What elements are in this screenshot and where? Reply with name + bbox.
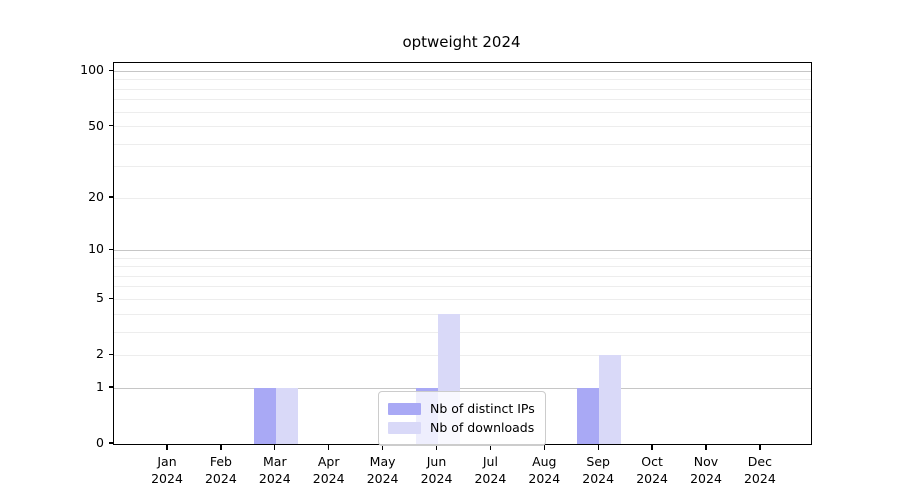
bar-nb-of-distinct-ips-sep-2024 (577, 388, 600, 444)
bar-nb-of-distinct-ips-mar-2024 (253, 388, 276, 444)
x-tick-mark-sep-2024 (597, 445, 599, 450)
x-tick-label-jan-2024: Jan 2024 (151, 454, 183, 486)
legend-label-downloads: Nb of downloads (430, 420, 535, 435)
gridline-50 (114, 126, 811, 128)
x-tick-mark-mar-2024 (274, 445, 276, 450)
gridline-1 (114, 387, 811, 389)
y-tick-mark-2 (108, 353, 113, 355)
gridline-4 (114, 313, 811, 315)
y-tick-mark-1 (108, 386, 113, 388)
gridline-2 (114, 354, 811, 356)
gridline-10 (114, 249, 811, 251)
legend-item-distinct-ips: Nb of distinct IPs (388, 400, 535, 417)
legend-item-downloads: Nb of downloads (388, 419, 535, 436)
y-tick-label-10: 10 (88, 241, 104, 257)
y-tick-mark-20 (108, 196, 113, 198)
x-tick-label-feb-2024: Feb 2024 (204, 454, 237, 486)
y-tick-label-2: 2 (96, 346, 104, 362)
x-tick-mark-feb-2024 (220, 445, 222, 450)
plot-area (113, 62, 812, 445)
y-axis: 0 1 2 5 10 20 50 100 (0, 62, 113, 450)
x-tick-mark-apr-2024 (328, 445, 330, 450)
y-tick-mark-0 (108, 442, 113, 444)
x-tick-label-oct-2024: Oct 2024 (636, 454, 668, 486)
gridline-40 (114, 143, 811, 145)
x-tick-label-dec-2024: Dec 2024 (743, 454, 776, 486)
y-tick-mark-5 (108, 297, 113, 299)
gridline-80 (114, 88, 811, 90)
gridline-30 (114, 166, 811, 168)
x-tick-label-nov-2024: Nov 2024 (690, 454, 722, 486)
gridline-70 (114, 99, 811, 101)
gridline-7 (114, 275, 811, 277)
y-tick-label-5: 5 (96, 290, 104, 306)
bar-nb-of-downloads-sep-2024 (599, 355, 622, 444)
gridline-100 (114, 70, 811, 72)
bar-nb-of-downloads-mar-2024 (275, 388, 298, 444)
legend: Nb of distinct IPs Nb of downloads (378, 391, 546, 446)
distinct-ips-swatch (388, 402, 421, 415)
y-tick-label-1: 1 (96, 378, 104, 394)
x-tick-label-may-2024: May 2024 (366, 454, 399, 486)
y-tick-mark-100 (108, 69, 113, 72)
gridline-9 (114, 257, 811, 259)
gridline-5 (114, 298, 811, 300)
x-tick-label-aug-2024: Aug 2024 (528, 454, 561, 486)
x-tick-mark-nov-2024 (705, 445, 707, 450)
chart-title: optweight 2024 (402, 33, 521, 51)
y-tick-label-100: 100 (80, 62, 104, 78)
gridline-3 (114, 331, 811, 333)
gridline-6 (114, 286, 811, 288)
gridline-90 (114, 79, 811, 81)
x-tick-mark-aug-2024 (543, 445, 545, 450)
gridline-20 (114, 197, 811, 199)
x-tick-mark-jan-2024 (166, 445, 168, 450)
x-tick-label-jul-2024: Jul 2024 (474, 454, 507, 486)
y-tick-label-0: 0 (96, 434, 104, 450)
y-tick-label-20: 20 (88, 188, 104, 204)
x-axis: Jan 2024 Feb 2024 Mar 2024 Apr 2024 May 2024… (113, 444, 810, 498)
x-tick-label-sep-2024: Sep 2024 (582, 454, 615, 486)
y-tick-label-50: 50 (88, 117, 104, 133)
y-tick-mark-10 (108, 248, 113, 251)
x-tick-mark-oct-2024 (651, 445, 653, 450)
x-tick-mark-jul-2024 (489, 445, 492, 450)
legend-label-distinct-ips: Nb of distinct IPs (430, 401, 535, 416)
x-tick-label-apr-2024: Apr 2024 (312, 454, 345, 486)
x-tick-mark-jun-2024 (435, 445, 438, 450)
x-tick-mark-may-2024 (381, 445, 384, 450)
gridline-60 (114, 111, 811, 113)
x-tick-label-jun-2024: Jun 2024 (420, 454, 453, 486)
gridline-8 (114, 266, 811, 268)
x-tick-mark-dec-2024 (759, 445, 761, 450)
downloads-swatch (388, 421, 421, 434)
x-tick-label-mar-2024: Mar 2024 (258, 454, 291, 486)
y-tick-mark-50 (108, 124, 113, 127)
